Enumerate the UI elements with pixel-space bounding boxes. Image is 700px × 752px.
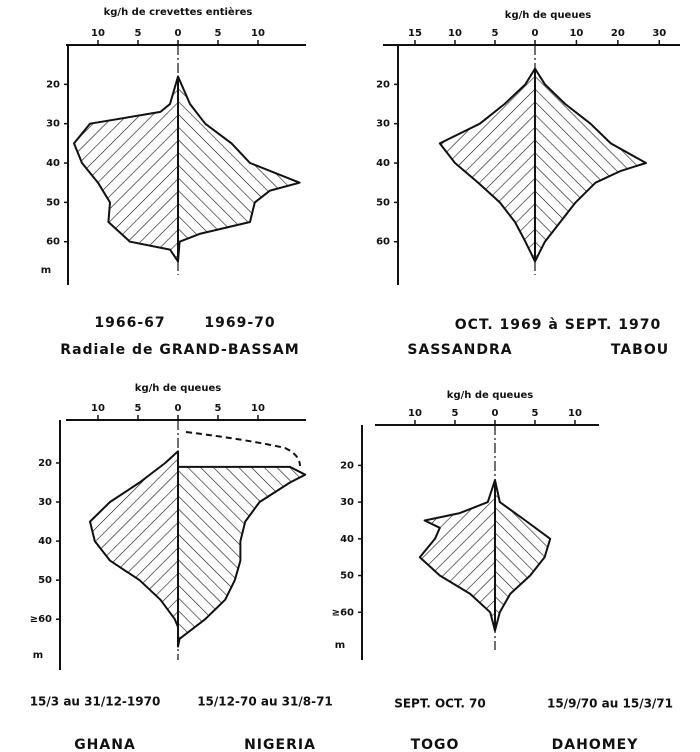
series-name: GHANA bbox=[74, 737, 136, 752]
y-tick-label: 60 bbox=[46, 237, 60, 248]
y-tick-label: 60 bbox=[376, 237, 390, 248]
x-tick-label: 5 bbox=[452, 408, 459, 419]
y-tick-label: 40 bbox=[46, 158, 60, 169]
y-tick-label: 50 bbox=[38, 575, 52, 586]
x-tick-label: 5 bbox=[135, 28, 142, 39]
catch-profile bbox=[438, 67, 536, 263]
x-tick-label: 0 bbox=[175, 28, 182, 39]
series-period: 15/9/70 au 15/3/71 bbox=[547, 697, 673, 711]
x-axis-title: kg/h de crevettes entières bbox=[104, 6, 253, 18]
x-tick-label: 10 bbox=[568, 408, 582, 419]
caption: Radiale de GRAND-BASSAM bbox=[60, 342, 299, 358]
series-name: TOGO bbox=[411, 737, 460, 752]
caption: OCT. 1969 à SEPT. 1970 bbox=[455, 317, 661, 333]
series-name: 1966-67 bbox=[94, 315, 165, 331]
y-axis-unit: m bbox=[335, 640, 345, 651]
x-tick-label: 5 bbox=[215, 403, 222, 414]
catch-profile bbox=[418, 479, 496, 632]
x-tick-label: 5 bbox=[532, 408, 539, 419]
y-tick-label: 30 bbox=[46, 119, 60, 130]
catch-profile bbox=[177, 75, 301, 263]
x-tick-label: 10 bbox=[91, 403, 105, 414]
x-tick-label: 5 bbox=[492, 28, 499, 39]
y-tick-label: 30 bbox=[376, 119, 390, 130]
y-tick-label: 20 bbox=[38, 458, 52, 469]
x-tick-label: 10 bbox=[569, 28, 583, 39]
x-tick-label: 10 bbox=[448, 28, 462, 39]
y-tick-label: 20 bbox=[340, 460, 354, 471]
catch-profile bbox=[73, 75, 179, 263]
x-tick-label: 10 bbox=[251, 28, 265, 39]
y-tick-label: 20 bbox=[376, 79, 390, 90]
y-axis-unit: m bbox=[41, 265, 51, 276]
y-tick-label: ≥60 bbox=[332, 607, 354, 618]
x-axis-title: kg/h de queues bbox=[135, 383, 221, 394]
y-tick-label: 40 bbox=[340, 534, 354, 545]
y-tick-label: 50 bbox=[376, 197, 390, 208]
y-tick-label: 50 bbox=[46, 197, 60, 208]
x-tick-label: 5 bbox=[215, 28, 222, 39]
x-tick-label: 0 bbox=[175, 403, 182, 414]
y-tick-label: 30 bbox=[38, 497, 52, 508]
x-axis-title: kg/h de queues bbox=[505, 10, 591, 21]
series-name: DAHOMEY bbox=[552, 737, 639, 752]
y-axis-unit: m bbox=[33, 650, 43, 661]
x-tick-label: 0 bbox=[532, 28, 539, 39]
y-tick-label: 20 bbox=[46, 79, 60, 90]
y-tick-label: ≥60 bbox=[30, 614, 52, 625]
series-name: 1969-70 bbox=[204, 315, 275, 331]
x-tick-label: 5 bbox=[135, 403, 142, 414]
series-period: SEPT. OCT. 70 bbox=[394, 697, 486, 711]
series-name: TABOU bbox=[611, 342, 669, 358]
series-name: SASSANDRA bbox=[407, 342, 512, 358]
dashed-extension bbox=[185, 431, 301, 467]
y-tick-label: 30 bbox=[340, 497, 354, 508]
x-tick-label: 15 bbox=[408, 28, 422, 39]
x-tick-label: 20 bbox=[611, 28, 625, 39]
catch-profile bbox=[494, 479, 552, 632]
x-tick-label: 10 bbox=[251, 403, 265, 414]
series-period: 15/3 au 31/12-1970 bbox=[30, 695, 161, 709]
catch-profile bbox=[89, 450, 179, 629]
x-axis-title: kg/h de queues bbox=[447, 390, 533, 401]
x-tick-label: 10 bbox=[408, 408, 422, 419]
series-name: NIGERIA bbox=[244, 737, 316, 752]
y-tick-label: 40 bbox=[38, 536, 52, 547]
y-tick-label: 40 bbox=[376, 158, 390, 169]
x-tick-label: 10 bbox=[91, 28, 105, 39]
catch-profile bbox=[534, 67, 647, 263]
series-period: 15/12-70 au 31/8-71 bbox=[197, 695, 333, 709]
x-tick-label: 30 bbox=[652, 28, 666, 39]
catch-profile bbox=[177, 465, 307, 648]
x-tick-label: 0 bbox=[492, 408, 499, 419]
y-tick-label: 50 bbox=[340, 571, 354, 582]
